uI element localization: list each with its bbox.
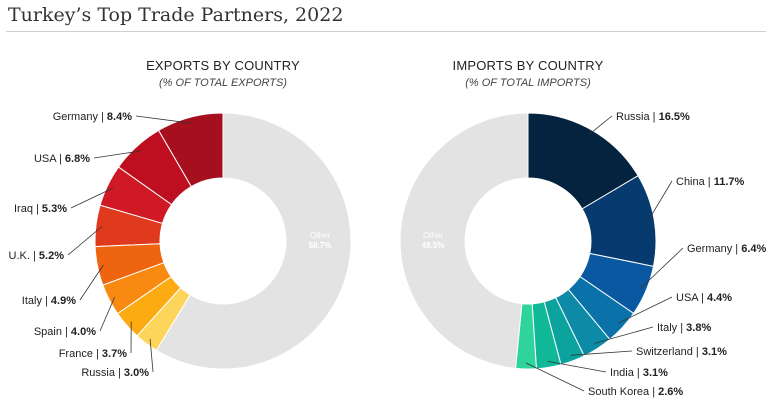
imports-donut-chart: IMPORTS BY COUNTRY (% OF TOTAL IMPORTS) …	[399, 58, 767, 398]
title-divider	[6, 31, 766, 32]
exports-slice-italy	[94, 243, 165, 286]
imports-label-usa: USA | 4.4%	[676, 292, 732, 304]
exports-slice-iraq	[99, 166, 173, 225]
exports-leader-u-k	[67, 226, 103, 256]
imports-label-italy: Italy | 3.8%	[657, 322, 711, 334]
exports-label-france: France | 3.7%	[59, 348, 128, 360]
exports-label-germany: Germany | 8.4%	[53, 111, 133, 123]
imports-slice-russia	[527, 112, 639, 210]
exports-donut-chart: EXPORTS BY COUNTRY (% OF TOTAL EXPORTS) …	[9, 58, 352, 379]
imports-label-germany: Germany | 6.4%	[687, 243, 767, 255]
imports-label-india: India | 3.1%	[610, 367, 668, 379]
exports-label-spain: Spain | 4.0%	[34, 326, 96, 338]
exports-leader-usa	[93, 150, 141, 159]
exports-label-usa: USA | 6.8%	[34, 153, 90, 165]
exports-leader-iraq	[70, 187, 114, 209]
imports-leader-russia	[588, 115, 613, 136]
imports-leader-south-korea	[525, 362, 585, 392]
page-title: Turkey’s Top Trade Partners, 2022	[8, 4, 344, 26]
imports-chart-subtitle: (% OF TOTAL IMPORTS)	[465, 77, 591, 89]
exports-slice-u-k	[94, 204, 164, 248]
exports-leader-spain	[99, 296, 115, 332]
exports-chart-title: EXPORTS BY COUNTRY	[146, 58, 300, 73]
imports-other-label: Other 48.5%	[422, 231, 445, 250]
exports-chart-subtitle: (% OF TOTAL EXPORTS)	[159, 77, 287, 89]
imports-leader-india	[547, 361, 607, 373]
exports-leader-russia	[149, 338, 154, 373]
imports-label-china: China | 11.7%	[676, 176, 745, 188]
imports-label-russia: Russia | 16.5%	[616, 111, 690, 123]
exports-label-iraq: Iraq | 5.3%	[14, 203, 67, 215]
exports-slice-france	[116, 276, 182, 337]
exports-slice-usa	[117, 129, 192, 206]
exports-label-italy: Italy | 4.9%	[22, 295, 76, 307]
imports-label-south-korea: South Korea | 2.6%	[588, 386, 683, 398]
imports-leader-switzerland	[570, 350, 633, 356]
exports-slice-russia	[136, 287, 191, 352]
exports-leader-italy	[79, 264, 104, 301]
exports-leader-germany	[135, 115, 192, 124]
imports-slice-other	[399, 112, 529, 369]
exports-label-u-k: U.K. | 5.2%	[9, 250, 65, 262]
exports-other-label: Other 58.7%	[309, 231, 332, 250]
imports-leader-usa	[618, 296, 673, 324]
imports-label-switzerland: Switzerland | 3.1%	[636, 346, 727, 358]
exports-slice-other	[155, 112, 352, 370]
imports-leader-germany	[640, 247, 684, 289]
imports-chart-title: IMPORTS BY COUNTRY	[453, 58, 604, 73]
imports-leader-china	[647, 180, 673, 221]
imports-leader-italy	[594, 326, 654, 344]
exports-slice-spain	[102, 262, 172, 315]
exports-label-russia: Russia | 3.0%	[81, 367, 149, 379]
